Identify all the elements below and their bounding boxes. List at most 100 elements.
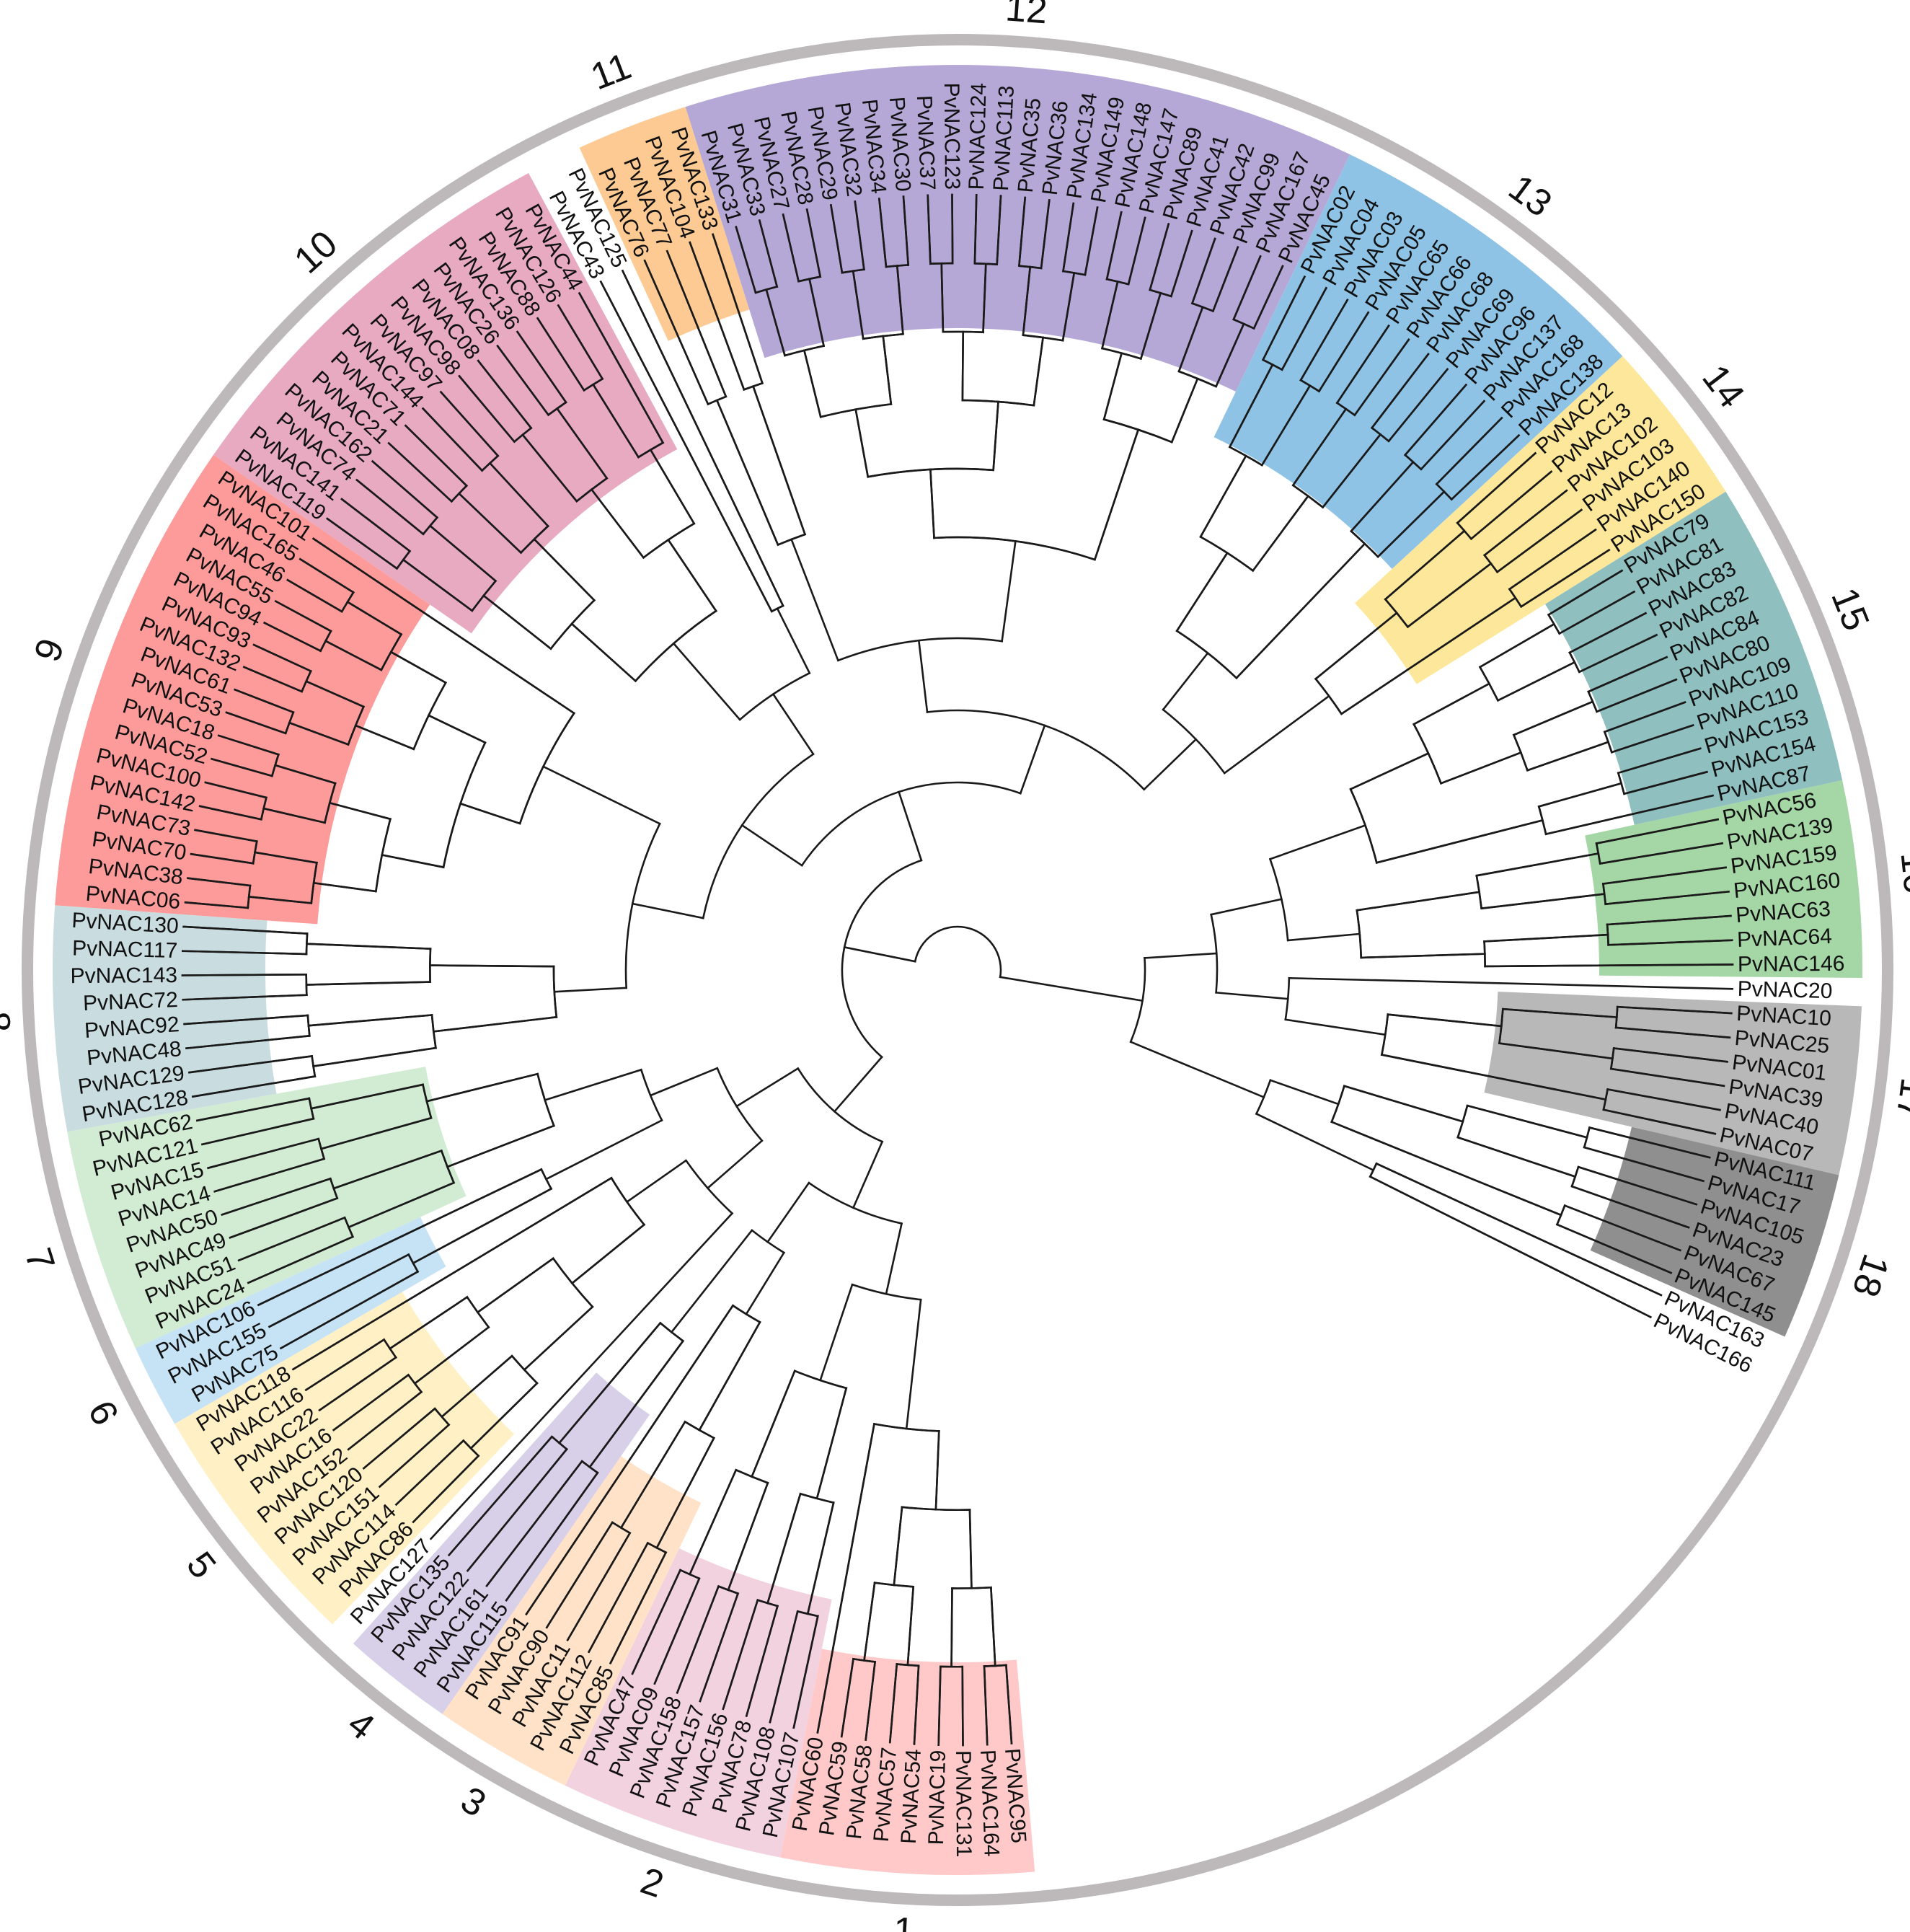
branch-arc <box>1162 708 1226 775</box>
branch-arc <box>800 781 1022 867</box>
backbone-branch <box>257 1168 543 1307</box>
group-number: 18 <box>1844 1249 1896 1302</box>
backbone-branch <box>631 1569 682 1675</box>
backbone-branch <box>1232 255 1262 321</box>
backbone-branch <box>1609 1067 1725 1088</box>
leaf-label: PvNAC117 <box>72 936 178 963</box>
branch-arc <box>466 1295 490 1329</box>
backbone-branch <box>242 666 304 693</box>
group-number: 5 <box>178 1544 224 1587</box>
backbone-branch <box>221 1177 332 1216</box>
group-sector-6 <box>135 1217 446 1424</box>
group-number: 7 <box>17 1243 63 1276</box>
backbone-branch <box>1215 991 1289 1000</box>
backbone-branch <box>304 1338 386 1392</box>
branch-arc <box>684 1159 734 1215</box>
branch-arc <box>731 1304 761 1324</box>
backbone-branch <box>1469 470 1553 541</box>
backbone-branch <box>1210 898 1283 916</box>
backbone-branch <box>1622 770 1708 795</box>
backbone-branch <box>521 433 578 503</box>
leaf-label: PvNAC54 <box>897 1748 926 1844</box>
branch-arc <box>634 609 717 683</box>
group-sector-18 <box>1590 1126 1839 1337</box>
branch-arc <box>1555 1204 1566 1226</box>
backbone-branch <box>412 1454 480 1524</box>
backbone-branch <box>852 270 865 340</box>
backbone-branch <box>983 1665 989 1746</box>
group-number: 15 <box>1823 582 1877 636</box>
branch-arc <box>841 859 923 1059</box>
group-number: 16 <box>1892 850 1910 895</box>
backbone-branch <box>1252 265 1284 330</box>
backbone-branch <box>312 1046 437 1067</box>
group-sector-15 <box>1545 491 1843 825</box>
backbone-branch <box>310 1083 425 1110</box>
backbone-branch <box>840 1657 854 1738</box>
backbone-branch <box>670 1229 753 1334</box>
backbone-branch <box>326 517 399 570</box>
backbone-branch <box>1084 206 1099 276</box>
backbone-branch <box>805 208 822 278</box>
branch-arc <box>306 1014 311 1037</box>
branch-arc <box>751 1229 786 1254</box>
group-sector-10 <box>213 173 678 634</box>
branch-arc <box>1268 857 1289 942</box>
backbone-branch <box>1607 939 1733 946</box>
branch-arc <box>1210 913 1219 994</box>
branch-arc <box>867 467 995 478</box>
backbone-branch <box>1170 229 1193 298</box>
backbone-branch <box>1537 782 1623 808</box>
backbone-branch <box>1484 963 1734 968</box>
backbone-branch <box>996 195 1002 265</box>
branch-arc <box>642 522 696 560</box>
backbone-branch <box>458 374 516 444</box>
backbone-branch <box>1261 275 1307 361</box>
backbone-branch <box>808 278 826 348</box>
backbone-branch <box>268 1253 410 1328</box>
leaf-label: PvNAC64 <box>1737 925 1833 952</box>
backbone-branch <box>217 734 280 756</box>
backbone-branch <box>1403 383 1468 456</box>
backbone-branch <box>676 1584 720 1694</box>
backbone-branch <box>263 621 322 653</box>
backbone-branch <box>698 1320 761 1432</box>
backbone-branch <box>699 1592 740 1703</box>
branch-arc <box>1129 957 1146 1044</box>
backbone-branch <box>347 1390 423 1451</box>
backbone-branch <box>305 981 431 986</box>
backbone-branch <box>769 1610 799 1724</box>
backbone-branch <box>1563 1204 1681 1252</box>
branch-arc <box>926 709 1146 791</box>
backbone-branch <box>191 1075 317 1098</box>
backbone-branch <box>516 330 567 404</box>
backbone-branch <box>818 1283 854 1382</box>
group-sector-13 <box>1213 154 1623 569</box>
backbone-branch <box>466 1447 568 1572</box>
backbone-branch <box>496 344 550 417</box>
backbone-branch <box>1102 352 1123 421</box>
backbone-branch <box>1547 569 1624 617</box>
group-sector-1 <box>780 1649 1035 1875</box>
leaf-label: PvNAC113 <box>989 85 1019 192</box>
backbone-branch <box>599 280 774 613</box>
backbone-branch <box>1466 1104 1588 1139</box>
backbone-branch <box>833 1055 883 1113</box>
backbone-branch <box>566 1531 632 1641</box>
branch-arc <box>1175 630 1238 679</box>
backbone-branch <box>1223 694 1330 775</box>
leaf-label: PvNAC10 <box>1736 1002 1831 1031</box>
backbone-branch <box>653 1577 701 1685</box>
backbone-branch <box>1496 661 1576 702</box>
backbone-branch <box>1330 1120 1562 1217</box>
backbone-branch <box>1578 633 1658 674</box>
backbone-branch <box>688 1468 738 1576</box>
backbone-branch <box>1380 1054 1607 1101</box>
backbone-branch <box>1129 1041 1265 1099</box>
backbone-branch <box>1022 265 1032 337</box>
backbone-branch <box>1603 701 1686 733</box>
backbone-branch <box>1356 891 1481 912</box>
backbone-branch <box>488 462 549 528</box>
backbone-branch <box>790 538 840 662</box>
backbone-branch <box>1175 551 1229 632</box>
